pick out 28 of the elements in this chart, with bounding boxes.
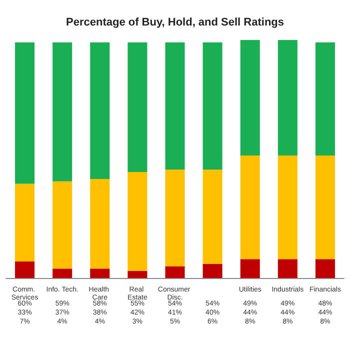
bar — [202, 42, 222, 170]
bar — [165, 266, 185, 278]
bar — [15, 184, 35, 262]
bar — [15, 262, 35, 278]
bar — [278, 155, 298, 260]
bar — [202, 170, 222, 264]
bar — [240, 40, 260, 156]
bar — [52, 42, 72, 182]
bar — [52, 181, 72, 269]
bar — [240, 259, 260, 278]
bar — [90, 179, 110, 269]
bar — [165, 170, 185, 266]
bar — [128, 172, 148, 271]
bar — [278, 40, 298, 156]
bar — [315, 155, 335, 260]
bar — [90, 42, 110, 180]
bar — [15, 42, 35, 184]
bar — [90, 268, 110, 278]
bar — [52, 268, 72, 278]
bar — [278, 259, 298, 278]
chart-title: Percentage of Buy, Hold, and Sell Ratings — [66, 16, 284, 28]
bar — [315, 42, 335, 156]
bar — [128, 42, 148, 172]
bar — [202, 264, 222, 278]
bar — [240, 155, 260, 260]
bar — [165, 42, 185, 170]
bar — [315, 259, 335, 278]
bar — [128, 270, 148, 278]
